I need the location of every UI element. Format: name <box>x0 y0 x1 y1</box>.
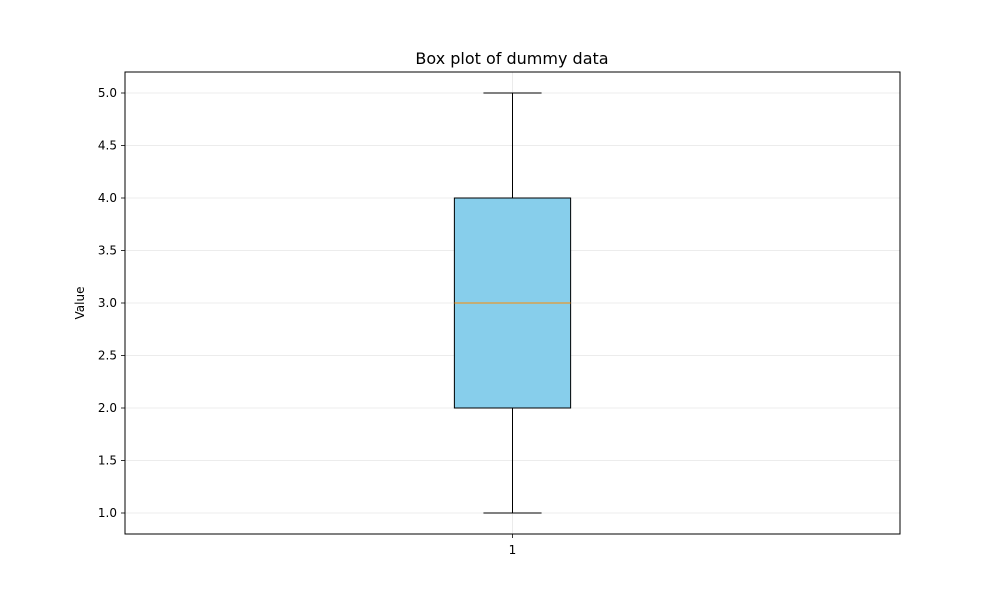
y-tick-label: 1.5 <box>98 454 117 468</box>
y-tick-label: 5.0 <box>98 86 117 100</box>
box-series <box>453 92 572 514</box>
x-tick-label: 1 <box>509 543 517 557</box>
y-tick-label: 2.0 <box>98 401 117 415</box>
y-tick-label: 1.0 <box>98 506 117 520</box>
y-tick-label: 3.5 <box>98 244 117 258</box>
y-tick-label: 2.5 <box>98 349 117 363</box>
y-tick-label: 3.0 <box>98 296 117 310</box>
y-tick-label: 4.0 <box>98 191 117 205</box>
chart-title: Box plot of dummy data <box>415 49 608 68</box>
y-axis-label: Value <box>73 287 87 320</box>
y-tick-label: 4.5 <box>98 139 117 153</box>
tick-labels: 1.0 1.5 2.0 2.5 3.0 3.5 4.0 4.5 5.0 1 <box>98 86 516 557</box>
